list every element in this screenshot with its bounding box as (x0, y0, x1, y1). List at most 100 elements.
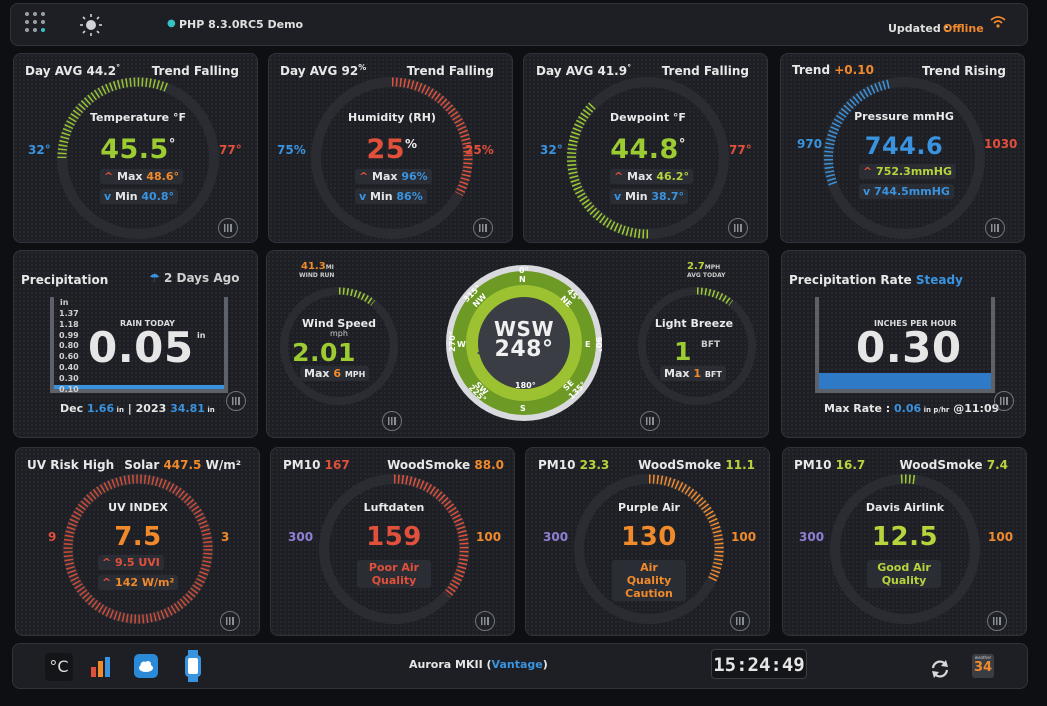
rain-tank (50, 297, 228, 393)
cloud-icon[interactable] (134, 654, 158, 678)
rain-today-unit: in (197, 331, 206, 340)
dew-trend: Trend Falling (661, 64, 749, 78)
temperature-gauge (57, 77, 219, 239)
temp-high-scale: 77° (219, 143, 242, 157)
precip-totals: Dec 1.66 in | 2023 34.81 in (60, 402, 215, 415)
wind-value: 2.01 (292, 338, 356, 367)
wind-title: Wind Speed (301, 317, 377, 330)
wifi-icon (989, 14, 1007, 34)
humidity-card: Day AVG 92% Trend Falling 75% 25% Humidi… (268, 53, 513, 243)
temp-day-avg: Day AVG 44.2° (25, 63, 121, 78)
temp-title: Temperature °F (90, 111, 186, 124)
luftdaten-gauge (319, 474, 469, 624)
refresh-icon[interactable] (929, 658, 951, 684)
purple-pm10: PM10 23.3 (538, 458, 610, 472)
uv-value: 7.5 (114, 522, 162, 552)
press-chart-icon[interactable] (985, 218, 1005, 238)
temp-trend: Trend Falling (151, 64, 239, 78)
uv-solar-max: ^ 142 W/m² (98, 575, 179, 590)
press-high-scale: 1030 (984, 137, 1018, 151)
temp-max: ^ Max 48.6° (100, 169, 183, 184)
hum-day-avg: Day AVG 92% (280, 63, 367, 78)
lufft-chart-icon[interactable] (475, 611, 495, 631)
breeze-value: 1 (674, 337, 692, 366)
purple-air-gauge (574, 474, 724, 624)
uv-chart-icon[interactable] (220, 611, 240, 631)
hum-chart-icon[interactable] (473, 218, 493, 238)
luftdaten-card: PM10 167 WoodSmoke 88.0 300 100 Luftdate… (270, 447, 515, 636)
press-min: v 744.5mmHG (859, 184, 954, 199)
precipitation-card: Precipitation ☂ 2 Days Ago in 1.37 1.18 … (13, 250, 258, 438)
davis-chart-icon[interactable] (987, 611, 1007, 631)
lufft-value: 159 (366, 522, 422, 552)
temp-chart-icon[interactable] (218, 218, 238, 238)
sun-icon[interactable] (79, 13, 103, 37)
temp-min: v Min 40.8° (100, 189, 179, 204)
hum-value: 25% (366, 134, 418, 165)
rate-title: Precipitation Rate Steady (789, 273, 963, 287)
avg-today: 2.7MPH (687, 261, 721, 272)
dew-high-scale: 77° (729, 143, 752, 157)
hum-low-scale: 75% (277, 143, 306, 157)
hum-min: v Min 86% (355, 189, 427, 204)
rate-value: 0.30 (856, 323, 962, 372)
dew-day-avg: Day AVG 41.9° (536, 63, 632, 78)
uv-title: UV INDEX (108, 501, 168, 514)
bottom-bar: °C Aurora MKII (Vantage) 15:24:49 weathe… (12, 643, 1028, 689)
dewpoint-card: Day AVG 41.9° Trend Falling 32° 77° Dewp… (523, 53, 768, 243)
avg-today-label: AVG TODAY (687, 272, 726, 279)
compass-direction: WSW (493, 317, 555, 341)
press-max: ^ 752.3mmHG (859, 164, 956, 179)
calendar-icon[interactable]: weather 34 (972, 654, 994, 678)
purple-woodsmoke: WoodSmoke 11.1 (638, 458, 755, 472)
precip-title: Precipitation (21, 273, 109, 287)
lufft-pm10: PM10 167 (283, 458, 350, 472)
purple-chart-icon[interactable] (730, 611, 750, 631)
rate-label: INCHES PER HOUR (874, 319, 957, 328)
units-toggle-button[interactable]: °C (45, 653, 73, 681)
hum-title: Humidity (RH) (348, 111, 436, 124)
tank-ticks: 1.37 1.18 0.99 0.80 0.60 0.40 0.30 0.10 (59, 309, 79, 394)
dew-chart-icon[interactable] (728, 218, 748, 238)
lufft-status: Poor Air Quality (357, 560, 431, 588)
breeze-unit: BFT (701, 340, 721, 350)
wind-chart-icon[interactable] (382, 411, 402, 431)
press-title: Pressure mmHG (854, 110, 954, 123)
purple-status: Air Quality Caution (612, 560, 686, 601)
precip-rate-card: Precipitation Rate Steady INCHES PER HOU… (781, 250, 1026, 438)
rain-today-value: 0.05 (88, 323, 194, 372)
grid-menu-icon[interactable] (24, 11, 48, 35)
breeze-chart-icon[interactable] (640, 411, 660, 431)
clock: 15:24:49 (711, 649, 807, 679)
temp-value: 45.5° (100, 134, 176, 165)
wind-unit: mph (330, 329, 348, 338)
hum-max: ^ Max 96% (355, 169, 432, 184)
davis-gauge (830, 474, 980, 624)
purple-title: Purple Air (618, 501, 680, 514)
davis-title: Davis Airlink (865, 501, 945, 514)
lufft-woodsmoke: WoodSmoke 88.0 (387, 458, 504, 472)
dew-max: ^ Max 46.2° (610, 169, 693, 184)
humidity-gauge (311, 77, 473, 239)
purple-high-scale: 100 (731, 530, 757, 544)
davis-woodsmoke: WoodSmoke 7.4 (899, 458, 1008, 472)
hum-trend: Trend Falling (406, 64, 494, 78)
dew-low-scale: 32° (540, 143, 563, 157)
rate-max: Max Rate : 0.06 in p/hr @11:09 (824, 402, 1000, 415)
breeze-max: Max 1 BFT (660, 366, 726, 381)
uv-high-scale: 3 (221, 530, 230, 544)
davis-high-scale: 100 (988, 530, 1014, 544)
rain-today-label: RAIN TODAY (120, 319, 175, 328)
uv-card: UV Risk High Solar 447.5 W/m² 9 3 UV IND… (15, 447, 260, 636)
precip-chart-icon[interactable] (226, 391, 246, 411)
compass-degrees: 248° (494, 337, 554, 362)
location-pin-icon: ● (167, 18, 176, 29)
watch-icon[interactable] (183, 650, 203, 686)
uv-max: ^ 9.5 UVI (98, 555, 164, 570)
charts-icon[interactable] (89, 655, 113, 683)
uv-solar: Solar 447.5 W/m² (124, 458, 241, 472)
station-info: Aurora MKII (Vantage) (409, 658, 548, 671)
rate-chart-icon[interactable] (994, 391, 1014, 411)
rate-tank (815, 297, 995, 393)
top-bar: ● PHP 8.3.0RC5 Demo Updated : Offline (10, 3, 1028, 46)
